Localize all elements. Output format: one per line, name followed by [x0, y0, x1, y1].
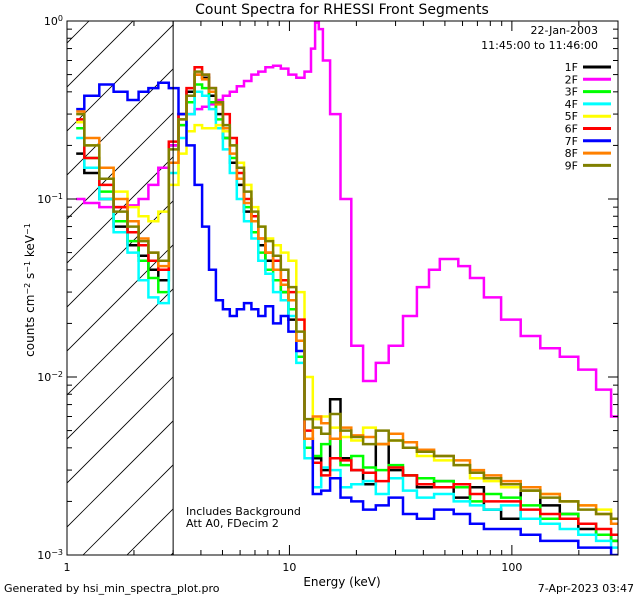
series-3F-line [76, 83, 618, 543]
y-tick-label: 10−2 [37, 370, 63, 385]
series-1F-line [76, 73, 618, 543]
legend-label-4F: 4F [565, 98, 578, 111]
plot-frame [66, 20, 619, 556]
legend-label-9F: 9F [565, 159, 578, 172]
legend-label-8F: 8F [565, 147, 578, 160]
chart-title: Count Spectra for RHESSI Front Segments [195, 2, 489, 18]
legend-label-7F: 7F [565, 135, 578, 148]
series-7F-line [76, 81, 618, 555]
hatch-line [82, 464, 174, 555]
legend-label-1F: 1F [565, 61, 578, 74]
series-9F-line [76, 70, 618, 520]
legend-label-6F: 6F [565, 123, 578, 136]
generated-by-footer: Generated by hsi_min_spectra_plot.pro [4, 582, 220, 595]
x-tick-label: 100 [501, 561, 522, 574]
x-tick-label: 1 [64, 561, 71, 574]
y-tick-label: 10−1 [37, 192, 63, 207]
legend-label-2F: 2F [565, 73, 578, 86]
legend-time-range: 11:45:00 to 11:46:00 [481, 39, 598, 52]
timestamp-footer: 7-Apr-2023 03:47 [537, 582, 634, 595]
y-axis-label: counts cm−2 s−1 keV−1 [23, 223, 38, 357]
hatch-line [67, 24, 174, 132]
annotation-background: Includes Background [186, 505, 301, 518]
hatch-line [0, 21, 1, 555]
annotation-attenuator: Att A0, FDecim 2 [186, 517, 279, 530]
series-4F-line [76, 90, 618, 549]
x-tick-label: 10 [282, 561, 296, 574]
y-tick-label: 100 [44, 14, 63, 29]
legend-label-3F: 3F [565, 86, 578, 99]
hatch-line [67, 244, 174, 352]
legend-label-5F: 5F [565, 110, 578, 123]
attenuator-hatch-region [0, 21, 174, 555]
x-axis-label: Energy (keV) [303, 575, 380, 589]
hatch-line [67, 68, 174, 176]
legend-date: 22-Jan-2003 [531, 24, 599, 37]
hatch-line [67, 200, 174, 308]
hatch-line [67, 376, 174, 484]
hatch-line [67, 156, 174, 264]
y-tick-label: 10−3 [37, 548, 63, 563]
hatch-line [126, 508, 174, 555]
hatch-line [67, 420, 174, 528]
